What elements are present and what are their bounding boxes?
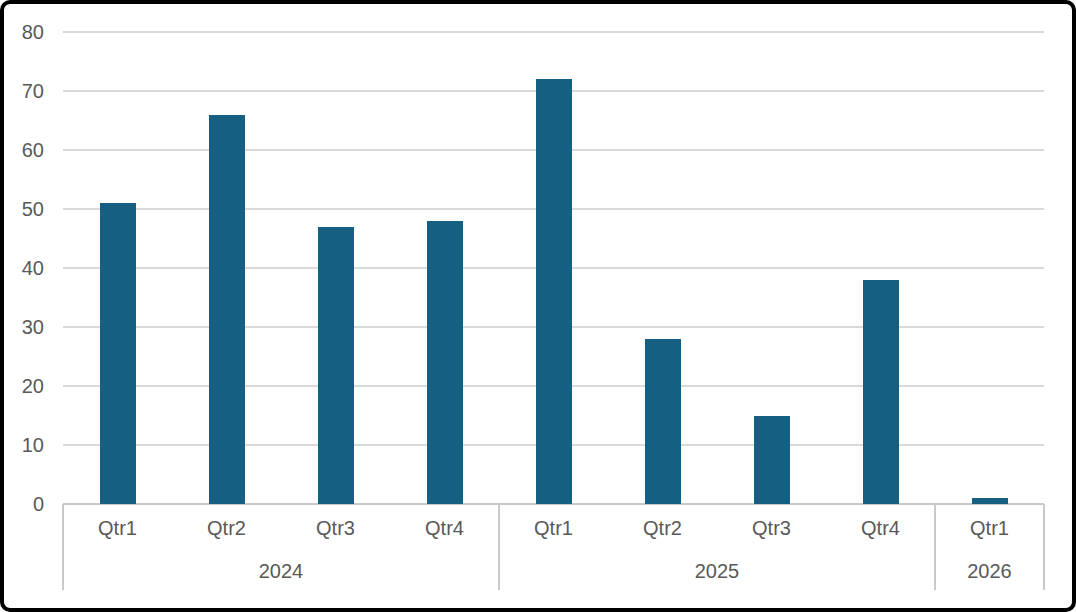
bar-2024-qtr4[interactable] (427, 221, 463, 504)
y-axis-tick-label: 10 (6, 434, 44, 456)
x-axis-quarter-label: Qtr3 (717, 517, 826, 539)
x-axis-quarter-label: Qtr3 (281, 517, 390, 539)
x-axis-quarter-label: Qtr1 (499, 517, 608, 539)
bar-2024-qtr3[interactable] (318, 227, 354, 504)
axis-group-divider (62, 504, 64, 590)
bar-2026-qtr1[interactable] (972, 498, 1008, 504)
bar-2024-qtr1[interactable] (100, 203, 136, 504)
x-axis-quarter-label: Qtr4 (390, 517, 499, 539)
y-axis-tick-label: 0 (6, 493, 44, 515)
bar-2025-qtr2[interactable] (645, 339, 681, 504)
y-axis-tick-label: 70 (6, 80, 44, 102)
bar-2025-qtr1[interactable] (536, 79, 572, 504)
axis-group-divider (934, 504, 936, 590)
bar-2025-qtr3[interactable] (754, 416, 790, 505)
y-axis-tick-label: 80 (6, 21, 44, 43)
bar-2025-qtr4[interactable] (863, 280, 899, 504)
axis-group-divider (498, 504, 500, 590)
chart-frame: 01020304050607080Qtr1Qtr2Qtr3Qtr42024Qtr… (0, 0, 1076, 612)
x-axis-year-label: 2025 (499, 560, 935, 582)
x-axis-quarter-label: Qtr4 (826, 517, 935, 539)
x-axis-year-label: 2024 (63, 560, 499, 582)
x-axis-quarter-label: Qtr2 (608, 517, 717, 539)
y-axis-tick-label: 20 (6, 375, 44, 397)
y-axis-tick-label: 30 (6, 316, 44, 338)
plot-area: 01020304050607080Qtr1Qtr2Qtr3Qtr42024Qtr… (4, 4, 1072, 608)
x-axis-quarter-label: Qtr1 (63, 517, 172, 539)
x-axis-year-label: 2026 (935, 560, 1044, 582)
gridline (63, 31, 1044, 33)
y-axis-tick-label: 40 (6, 257, 44, 279)
x-axis-quarter-label: Qtr1 (935, 517, 1044, 539)
y-axis-tick-label: 50 (6, 198, 44, 220)
x-axis-quarter-label: Qtr2 (172, 517, 281, 539)
y-axis-tick-label: 60 (6, 139, 44, 161)
bar-2024-qtr2[interactable] (209, 115, 245, 504)
axis-group-divider (1043, 504, 1045, 590)
